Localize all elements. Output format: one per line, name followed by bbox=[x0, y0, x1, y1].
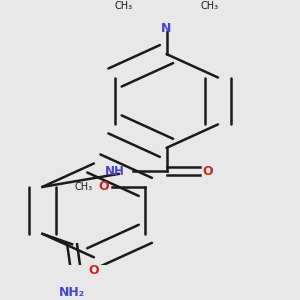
Text: O: O bbox=[202, 165, 213, 178]
Text: NH: NH bbox=[105, 165, 125, 178]
Text: O: O bbox=[88, 264, 99, 277]
Text: CH₃: CH₃ bbox=[200, 1, 218, 11]
Text: CH₃: CH₃ bbox=[74, 182, 92, 192]
Text: NH₂: NH₂ bbox=[59, 286, 85, 299]
Text: O: O bbox=[98, 180, 109, 194]
Text: CH₃: CH₃ bbox=[115, 1, 133, 11]
Text: N: N bbox=[161, 22, 172, 34]
